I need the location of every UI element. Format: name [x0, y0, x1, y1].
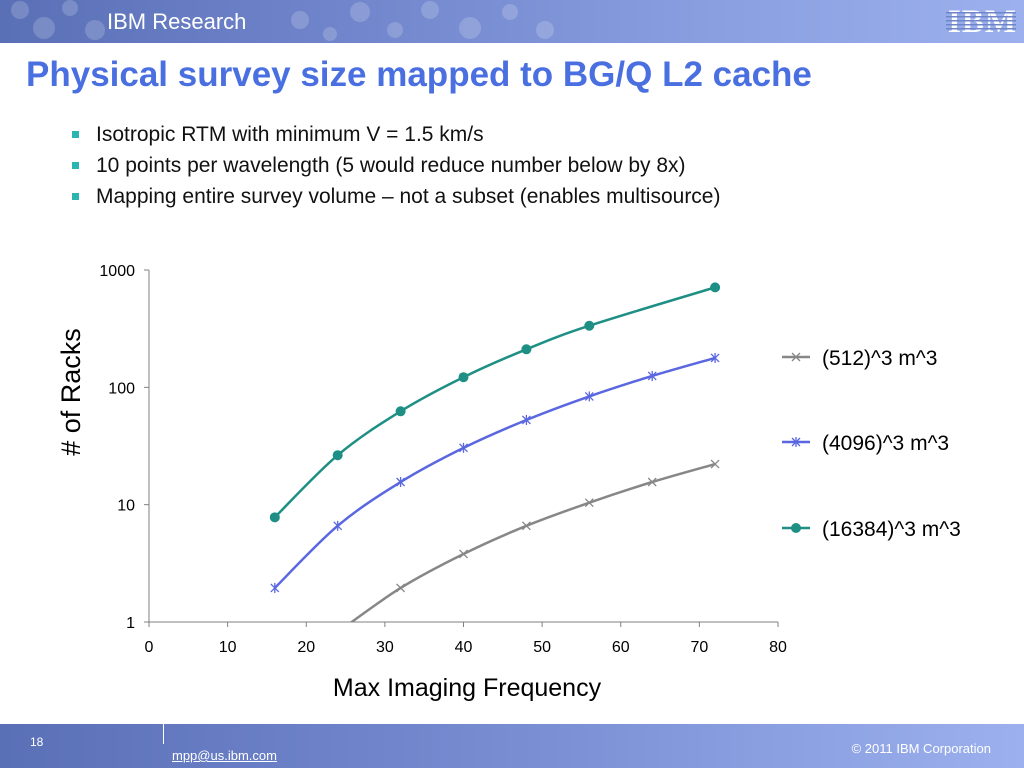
chart-legend: (512)^3 m^3 (4096)^3 m^3 (16384)^3 m^3 [782, 347, 961, 541]
marker-stroke [791, 352, 801, 362]
x-tick-label: 50 [533, 639, 551, 656]
bullet-item: Isotropic RTM with minimum V = 1.5 km/s [72, 119, 720, 150]
bullet-text: Mapping entire survey volume – not a sub… [96, 185, 721, 208]
legend-label: (4096)^3 m^3 [822, 432, 949, 455]
data-point [270, 582, 280, 593]
data-point [791, 437, 801, 447]
bullet-text: 10 points per wavelength (5 would reduce… [96, 154, 686, 177]
data-point [791, 352, 801, 362]
bullet-marker [72, 131, 79, 138]
footer-bar: 18 mpp@us.ibm.com © 2011 IBM Corporation [0, 724, 1024, 768]
data-point [458, 372, 469, 383]
x-tick-label: 80 [769, 639, 787, 656]
series-markers-1 [270, 352, 720, 593]
bullet-list: Isotropic RTM with minimum V = 1.5 km/s … [72, 119, 720, 212]
header-title: IBM Research [107, 9, 247, 34]
marker-stroke [647, 477, 657, 487]
data-point [584, 391, 594, 402]
chart-ticks: 0 10 20 30 40 50 60 70 80 1 10 100 1000 [99, 263, 787, 656]
marker-stroke [459, 549, 468, 559]
series-line-1 [273, 356, 716, 589]
marker-stroke [584, 498, 594, 508]
y-axis-label: # of Racks [56, 328, 86, 456]
x-tick-label: 20 [297, 639, 315, 656]
y-tick-label: 1 [126, 615, 135, 632]
y-tick-label: 1000 [99, 263, 135, 280]
bullet-marker [72, 193, 79, 200]
x-tick-label: 40 [455, 639, 473, 656]
header-bar: IBM Research IBM [0, 0, 1024, 43]
slide-title: Physical survey size mapped to BG/Q L2 c… [26, 55, 812, 94]
page-number: 18 [30, 735, 44, 749]
bullet-marker [72, 162, 79, 169]
marker-stroke [396, 583, 406, 593]
legend-item: (4096)^3 m^3 [782, 432, 949, 455]
data-point [396, 477, 406, 488]
series-markers-2 [269, 282, 721, 523]
data-point [333, 520, 343, 531]
footer-divider [163, 724, 164, 744]
data-point [710, 352, 720, 363]
series-markers-0 [396, 459, 720, 593]
marker-stroke [521, 521, 531, 531]
data-point [395, 406, 406, 417]
x-tick-label: 10 [219, 639, 237, 656]
data-point [791, 523, 801, 533]
data-point [521, 344, 532, 355]
x-tick-label: 70 [690, 639, 708, 656]
data-point [584, 498, 594, 508]
marker-stroke [710, 459, 720, 469]
x-axis-label: Max Imaging Frequency [333, 674, 602, 702]
data-point [521, 414, 531, 425]
copyright-text: © 2011 IBM Corporation [851, 741, 991, 756]
footer-email-link[interactable]: mpp@us.ibm.com [172, 748, 277, 763]
x-tick-label: 0 [145, 639, 154, 656]
header-decoration [11, 0, 554, 41]
bullet-item: Mapping entire survey volume – not a sub… [72, 181, 720, 212]
ibm-logo: IBM [946, 5, 1016, 37]
data-point [710, 282, 721, 293]
x-tick-label: 60 [612, 639, 630, 656]
legend-label: (512)^3 m^3 [822, 347, 937, 370]
data-point [521, 521, 531, 531]
y-tick-label: 100 [108, 380, 135, 397]
bullet-text: Isotropic RTM with minimum V = 1.5 km/s [96, 123, 484, 146]
bullet-item: 10 points per wavelength (5 would reduce… [72, 150, 720, 181]
chart-series [269, 282, 721, 622]
series-line-0 [349, 462, 716, 622]
legend-item: (512)^3 m^3 [782, 347, 937, 370]
data-point [459, 442, 468, 453]
data-point [584, 320, 595, 331]
data-point [332, 450, 343, 461]
x-tick-label: 30 [376, 639, 394, 656]
data-point [459, 549, 468, 559]
data-point [269, 512, 280, 523]
data-point [647, 477, 657, 487]
legend-label: (16384)^3 m^3 [822, 518, 961, 541]
data-point [647, 370, 657, 381]
y-tick-label: 10 [117, 498, 135, 515]
data-point [710, 459, 720, 469]
data-point [396, 583, 406, 593]
legend-item: (16384)^3 m^3 [782, 518, 961, 541]
